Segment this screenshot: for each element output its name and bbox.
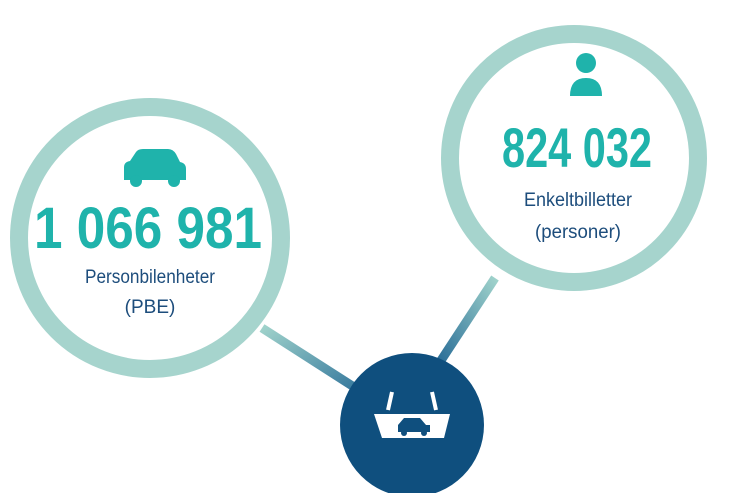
ferry-icon: [374, 391, 450, 438]
stat-value: 824 032: [502, 116, 652, 179]
connector: [436, 275, 499, 365]
connector: [259, 324, 371, 400]
stat-value: 1 066 981: [34, 196, 262, 261]
stat-caption: (PBE): [125, 297, 176, 318]
stat-circle: [10, 98, 290, 378]
person-icon: [570, 53, 602, 96]
stat-caption: Enkeltbilletter: [524, 190, 633, 211]
stat-caption: Personbilenheter: [85, 267, 216, 288]
stat-caption: (personer): [535, 222, 621, 243]
stat-circle: [441, 25, 707, 291]
car-icon: [124, 149, 186, 187]
